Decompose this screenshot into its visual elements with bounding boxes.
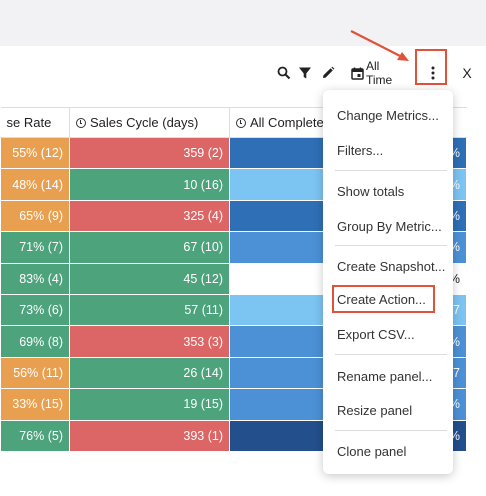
sales-cycle-cell: 353 (3): [69, 325, 230, 358]
menu-item-group-by-metric[interactable]: Group By Metric...: [337, 219, 442, 234]
sales-cycle-cell: 26 (14): [69, 356, 230, 390]
filter-icon[interactable]: [297, 62, 313, 84]
header-band: [0, 0, 486, 46]
more-vertical-icon[interactable]: [428, 62, 438, 84]
pencil-icon[interactable]: [320, 62, 336, 84]
sales-cycle-cell: 325 (4): [69, 199, 230, 233]
sales-cycle-cell: 45 (12): [69, 262, 230, 295]
menu-item-filters[interactable]: Filters...: [337, 143, 384, 158]
clock-icon: [76, 118, 86, 128]
sales-cycle-cell: 57 (11): [69, 293, 230, 327]
menu-divider: [335, 430, 447, 431]
menu-item-rename-panel[interactable]: Rename panel...: [337, 369, 433, 384]
close-panel-button[interactable]: X: [462, 65, 472, 81]
close-rate-cell: 83% (4): [0, 262, 70, 295]
menu-item-create-action[interactable]: Create Action...: [337, 292, 426, 307]
close-rate-cell: 73% (6): [0, 293, 70, 327]
clock-icon: [236, 118, 246, 128]
sales-cycle-cell: 67 (10): [69, 231, 230, 264]
menu-item-show-totals[interactable]: Show totals: [337, 184, 405, 199]
menu-item-resize-panel[interactable]: Resize panel: [337, 403, 413, 418]
header-sales-cycle[interactable]: Sales Cycle (days): [69, 107, 230, 138]
sales-cycle-cell: 359 (2): [69, 136, 230, 170]
time-range-label[interactable]: All Time: [366, 59, 393, 87]
menu-item-clone-panel[interactable]: Clone panel: [337, 444, 407, 459]
menu-divider: [335, 170, 447, 171]
close-rate-cell: 69% (8): [0, 325, 70, 358]
menu-divider: [335, 245, 447, 246]
menu-item-export-csv[interactable]: Export CSV...: [337, 327, 415, 342]
menu-item-create-snapshot[interactable]: Create Snapshot...: [337, 259, 446, 274]
close-rate-cell: 33% (15): [0, 388, 70, 421]
menu-divider: [335, 354, 447, 355]
sales-cycle-cell: 393 (1): [69, 419, 230, 452]
panel-toolbar: All Time X: [0, 59, 486, 87]
sales-cycle-cell: 10 (16): [69, 168, 230, 201]
search-icon[interactable]: [276, 62, 292, 84]
header-close-rate[interactable]: se Rate: [0, 107, 70, 138]
close-rate-cell: 56% (11): [0, 356, 70, 390]
close-rate-cell: 48% (14): [0, 168, 70, 201]
sales-cycle-cell: 19 (15): [69, 388, 230, 421]
more-button-highlight: [415, 49, 447, 85]
menu-item-change-metrics[interactable]: Change Metrics...: [337, 108, 439, 123]
close-rate-cell: 55% (12): [0, 136, 70, 170]
close-rate-cell: 71% (7): [0, 231, 70, 264]
panel-options-menu: Change Metrics... Filters... Show totals…: [323, 90, 453, 474]
close-rate-cell: 76% (5): [0, 419, 70, 452]
create-action-highlight: [332, 285, 435, 313]
calendar-icon[interactable]: [349, 62, 365, 84]
close-rate-cell: 65% (9): [0, 199, 70, 233]
